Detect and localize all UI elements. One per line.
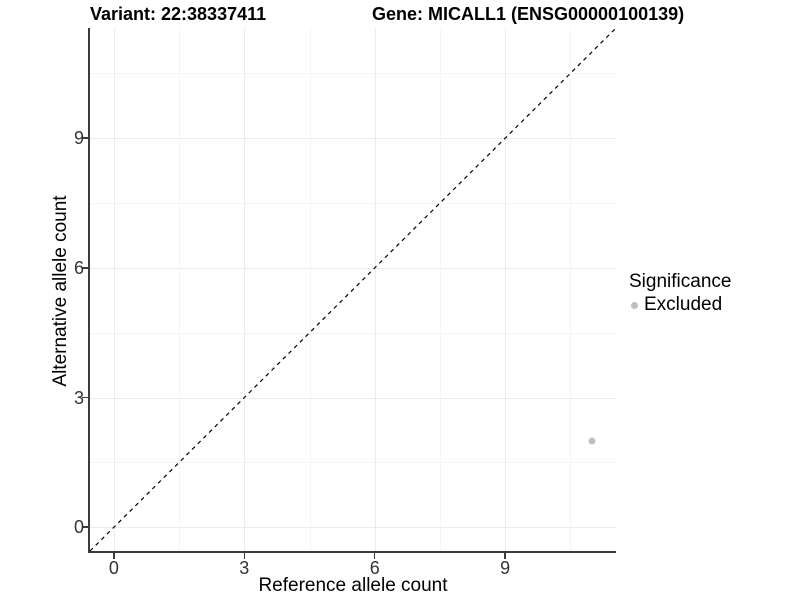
x-tick bbox=[504, 553, 506, 559]
y-minor-gridline bbox=[90, 73, 616, 75]
x-minor-gridline bbox=[439, 28, 441, 551]
y-tick-label: 9 bbox=[73, 128, 84, 149]
y-minor-gridline bbox=[90, 332, 616, 334]
legend-dot-icon bbox=[631, 301, 638, 309]
variant-title: Variant: 22:38337411 bbox=[90, 4, 267, 24]
legend-title: Significance bbox=[629, 271, 732, 292]
y-minor-gridline bbox=[90, 203, 616, 205]
y-tick bbox=[82, 137, 88, 139]
y-major-gridline bbox=[90, 527, 616, 529]
x-tick-label: 6 bbox=[369, 558, 380, 578]
data-point bbox=[588, 437, 596, 445]
x-tick bbox=[243, 553, 246, 559]
x-axis-title: Reference allele count bbox=[258, 575, 448, 596]
y-tick-label: 3 bbox=[73, 387, 84, 408]
x-tick-label: 0 bbox=[108, 558, 119, 578]
identity-line-layer bbox=[89, 27, 617, 552]
x-tick-label: 3 bbox=[239, 558, 250, 578]
legend-item-label: Excluded bbox=[644, 294, 723, 315]
x-minor-gridline bbox=[179, 28, 181, 551]
y-major-gridline bbox=[90, 397, 616, 399]
legend: Significance Excluded bbox=[629, 271, 731, 316]
x-minor-gridline bbox=[570, 28, 572, 551]
x-major-gridline bbox=[113, 28, 115, 551]
x-tick bbox=[373, 553, 376, 559]
y-major-gridline bbox=[90, 267, 616, 269]
y-axis-title: Alternative allele count bbox=[50, 195, 71, 387]
y-tick bbox=[82, 526, 88, 528]
x-major-gridline bbox=[505, 28, 507, 551]
x-minor-gridline bbox=[309, 28, 311, 551]
y-tick bbox=[82, 396, 88, 399]
gene-title: Gene: MICALL1 (ENSG00000100139) bbox=[372, 4, 685, 24]
x-tick bbox=[113, 553, 115, 559]
x-tick-label: 9 bbox=[500, 558, 511, 578]
legend-item-excluded: Excluded bbox=[629, 294, 731, 316]
y-tick bbox=[82, 267, 88, 269]
y-tick-label: 6 bbox=[73, 257, 84, 278]
identity-line bbox=[89, 27, 617, 552]
x-major-gridline bbox=[244, 28, 246, 551]
y-major-gridline bbox=[90, 138, 616, 140]
y-minor-gridline bbox=[90, 462, 616, 464]
x-major-gridline bbox=[374, 28, 376, 551]
y-tick-label: 0 bbox=[73, 517, 84, 538]
plot-panel bbox=[88, 27, 617, 553]
